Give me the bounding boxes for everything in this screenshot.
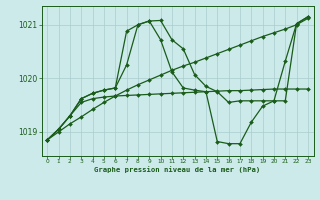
X-axis label: Graphe pression niveau de la mer (hPa): Graphe pression niveau de la mer (hPa) xyxy=(94,167,261,173)
